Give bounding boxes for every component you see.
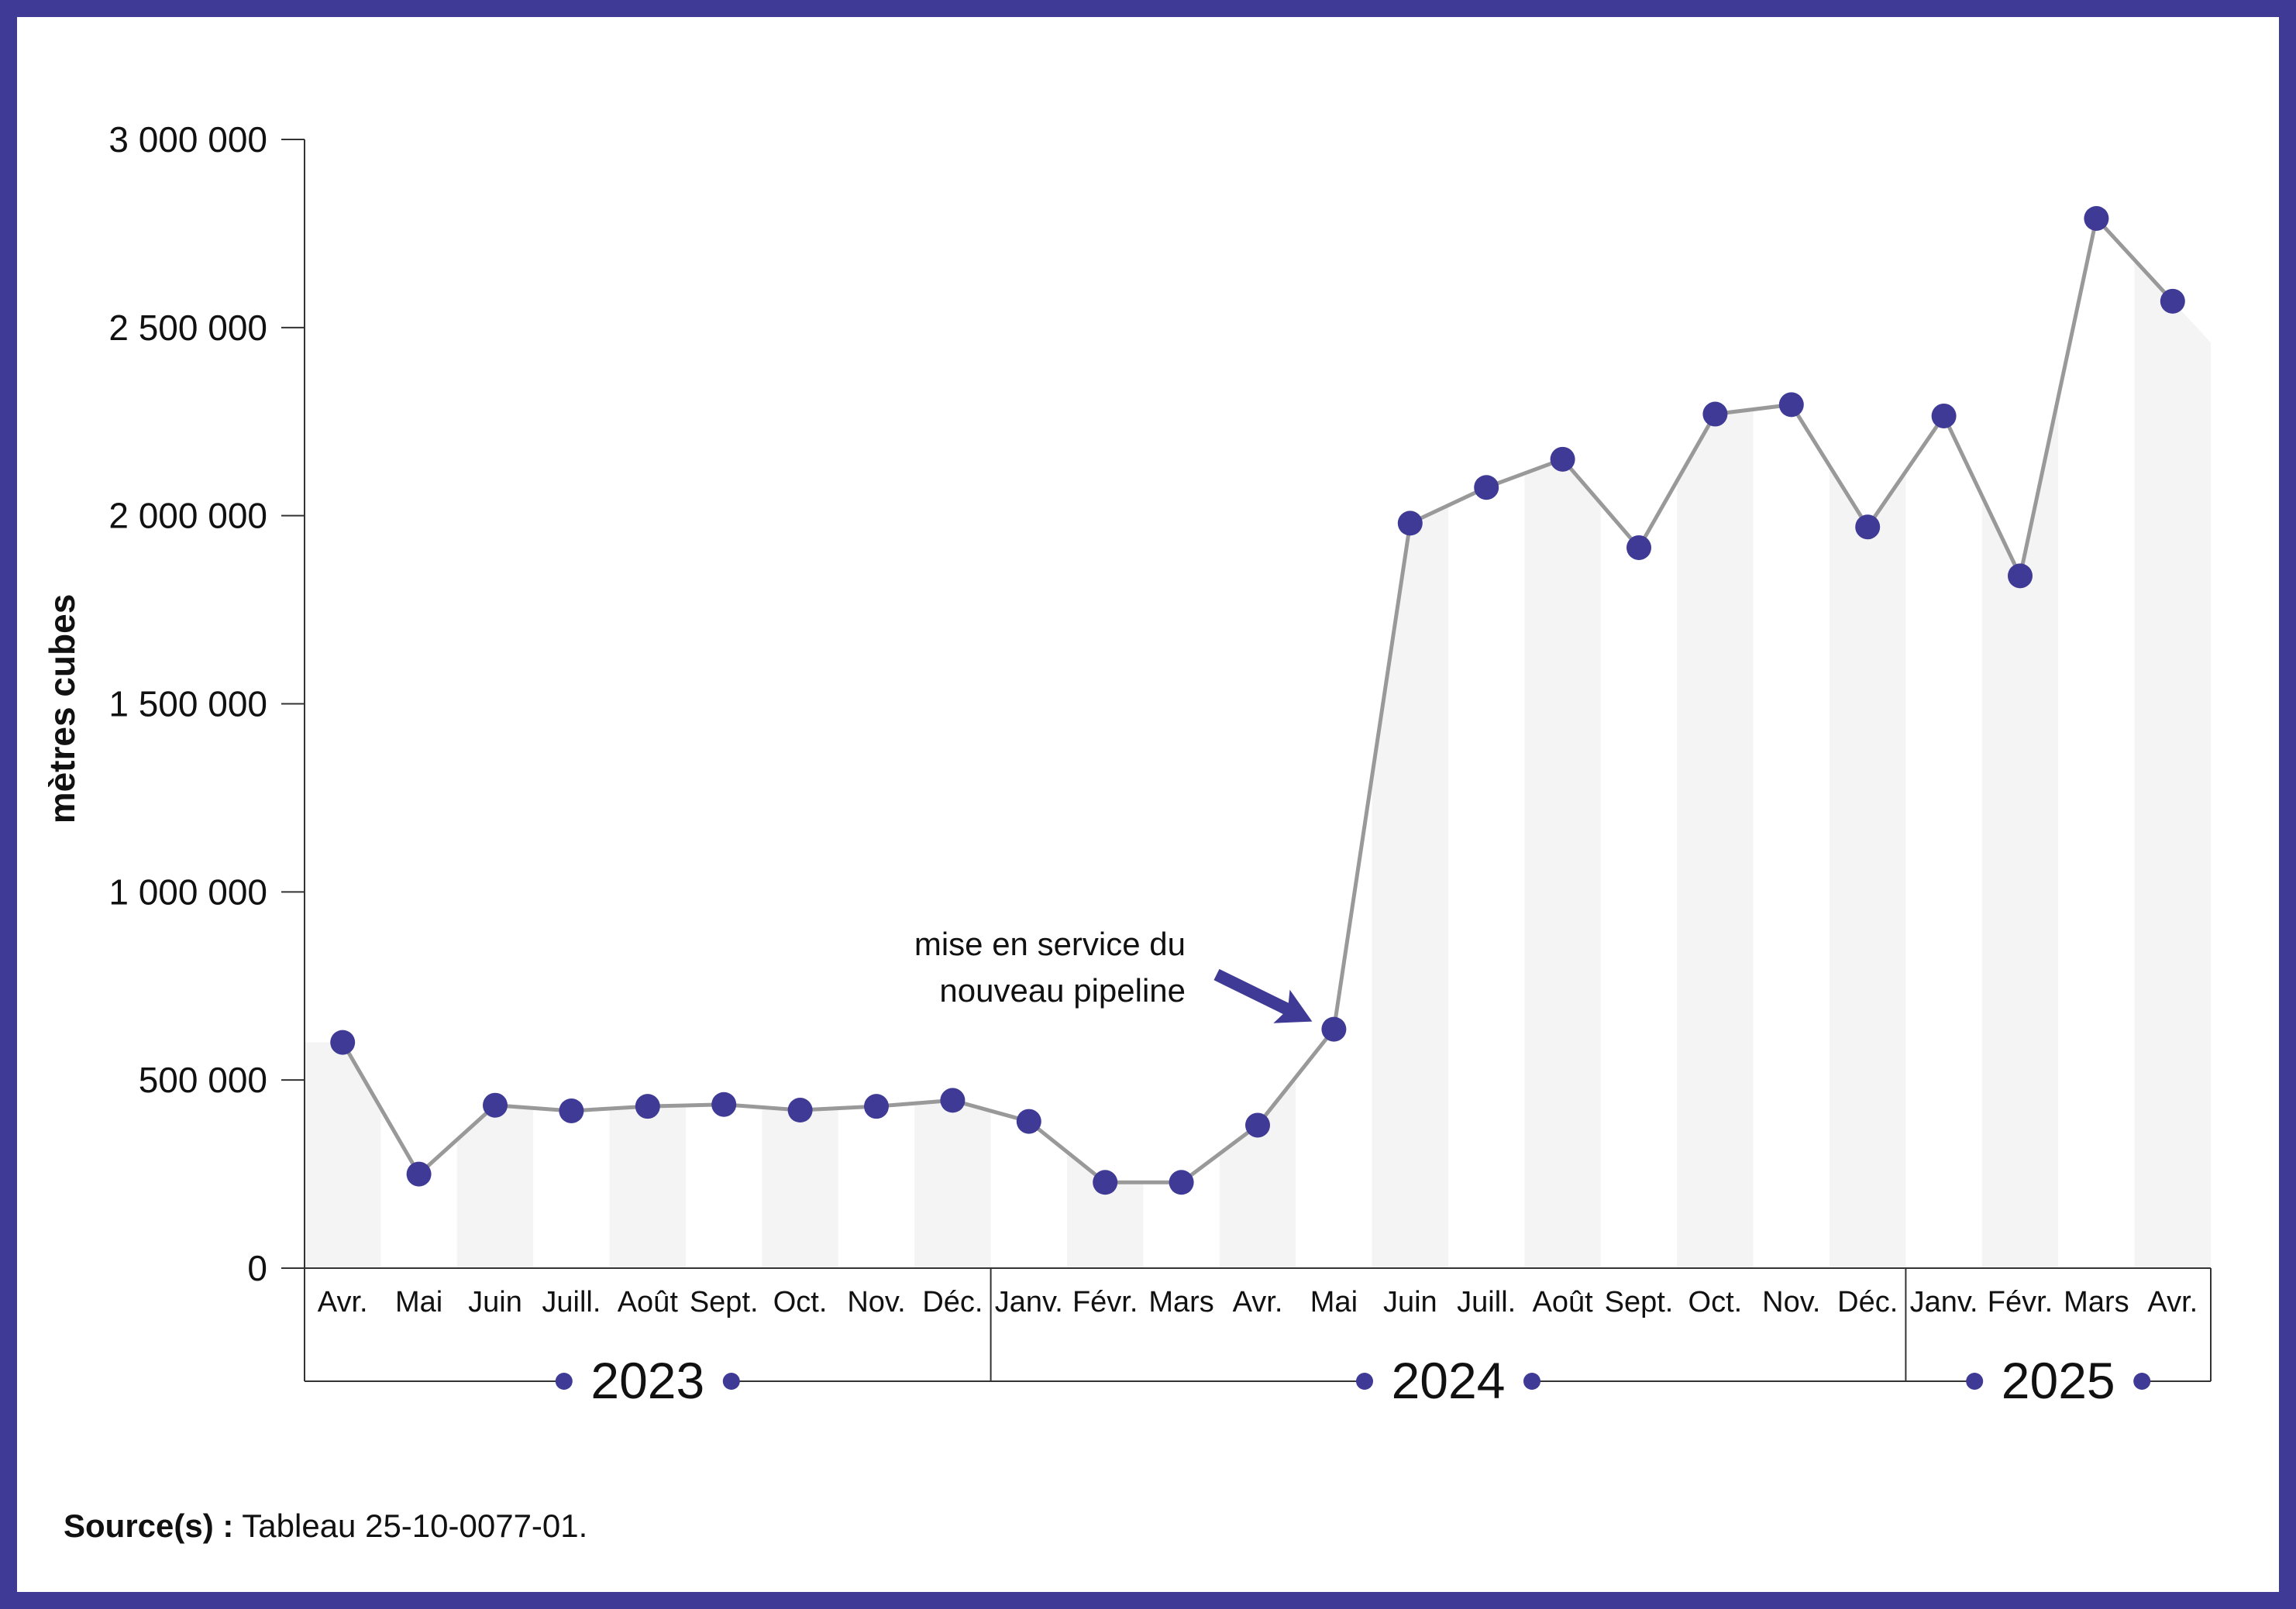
band-16 <box>1524 459 1601 1268</box>
band-24 <box>2134 260 2211 1268</box>
x-tick-label: Sept. <box>690 1286 759 1318</box>
data-point <box>1245 1112 1270 1138</box>
x-tick-label: Août <box>618 1286 679 1318</box>
data-point <box>1474 475 1499 500</box>
year-dot <box>1523 1373 1540 1390</box>
y-axis-label: mètres cubes <box>42 594 82 824</box>
data-point <box>2160 288 2185 314</box>
year-label: 2024 <box>1392 1352 1506 1409</box>
annotation-arrow <box>1213 968 1313 1023</box>
year-label: 2025 <box>2002 1352 2115 1409</box>
source-note: Source(s) : Tableau 25-10-0077-01. <box>64 1508 587 1545</box>
data-point <box>559 1098 584 1123</box>
y-tick-label: 1 000 000 <box>108 872 267 912</box>
x-tick-label: Oct. <box>773 1286 828 1318</box>
band-20 <box>1830 466 1906 1268</box>
year-dot <box>1966 1373 1984 1390</box>
data-point <box>406 1161 432 1187</box>
x-tick-label: Mai <box>1310 1286 1358 1318</box>
x-tick-label: Janv. <box>995 1286 1063 1318</box>
band-14 <box>1372 505 1448 1268</box>
data-point <box>1397 511 1423 536</box>
year-dot <box>2133 1373 2151 1390</box>
data-point <box>1855 514 1881 540</box>
year-dot <box>722 1373 740 1390</box>
year-dot <box>555 1373 573 1390</box>
data-point <box>711 1092 737 1117</box>
band-8 <box>914 1100 991 1268</box>
data-point <box>1778 392 1804 418</box>
x-tick-label: Mars <box>2064 1286 2129 1318</box>
x-axis-categories: Avr. Mai Juin Juill. Août Sept. Oct. Nov. Déc. Ja… <box>318 1286 2198 1318</box>
y-tick-label: 2 000 000 <box>108 496 267 536</box>
x-tick-label: Nov. <box>1762 1286 1820 1318</box>
band-12 <box>1219 1077 1296 1268</box>
y-tick-label: 3 000 000 <box>108 119 267 160</box>
data-point <box>330 1030 356 1055</box>
x-tick-label: Août <box>1533 1286 1594 1318</box>
data-point <box>1093 1170 1118 1195</box>
x-tick-label: Févr. <box>1988 1286 2053 1318</box>
data-point <box>635 1094 660 1119</box>
series-line <box>330 205 2185 1195</box>
band-2 <box>456 1105 534 1268</box>
x-tick-label: Avr. <box>2147 1286 2198 1318</box>
data-point <box>1321 1016 1347 1042</box>
x-tick-label: Oct. <box>1688 1286 1743 1318</box>
x-tick-label: Juill. <box>542 1286 601 1318</box>
data-point <box>1626 535 1651 560</box>
x-tick-label: Déc. <box>1837 1286 1898 1318</box>
data-point <box>2084 205 2109 231</box>
x-tick-label: Juin <box>468 1286 522 1318</box>
data-point <box>1016 1109 1041 1134</box>
data-point <box>787 1098 813 1123</box>
x-tick-label: Févr. <box>1072 1286 1138 1318</box>
year-groups: 2023 2024 2025 <box>304 1268 2212 1409</box>
data-point <box>1702 401 1728 427</box>
y-tick-label: 1 500 000 <box>108 684 267 724</box>
data-point <box>940 1088 966 1113</box>
data-point <box>1169 1170 1194 1195</box>
band-0 <box>305 1042 381 1268</box>
alternating-bands <box>305 260 2211 1268</box>
data-point <box>483 1092 508 1118</box>
x-tick-label: Avr. <box>318 1286 368 1318</box>
data-point <box>2008 563 2033 589</box>
x-tick-label: Mai <box>395 1286 442 1318</box>
band-10 <box>1067 1151 1144 1268</box>
x-tick-label: Mars <box>1148 1286 1213 1318</box>
x-tick-label: Janv. <box>1910 1286 1978 1318</box>
source-label: Source(s) : <box>64 1508 234 1544</box>
year-label-gap <box>558 1377 737 1386</box>
y-tick-label: 500 000 <box>139 1060 267 1100</box>
year-dot <box>1356 1373 1373 1390</box>
y-tick-label: 2 500 000 <box>108 308 267 348</box>
annotation-text: nouveau pipeline <box>939 972 1186 1009</box>
band-18 <box>1677 409 1754 1268</box>
x-tick-label: Sept. <box>1605 1286 1674 1318</box>
data-point <box>1550 446 1575 472</box>
y-tick-label: 0 <box>247 1248 267 1288</box>
x-tick-label: Juin <box>1383 1286 1437 1318</box>
x-tick-label: Juill. <box>1457 1286 1516 1318</box>
x-tick-label: Déc. <box>922 1286 983 1318</box>
y-axis-ticks: 0 500 000 1 000 000 1 500 000 2 000 000 2 500… <box>108 119 305 1288</box>
annotation-text: mise en service du <box>914 926 1186 962</box>
band-4 <box>609 1105 686 1268</box>
year-label-gap <box>1359 1377 1537 1386</box>
year-label-gap <box>1969 1377 2148 1386</box>
band-22 <box>1981 397 2059 1268</box>
year-label: 2023 <box>590 1352 704 1409</box>
data-point <box>1931 403 1957 428</box>
band-6 <box>762 1107 838 1268</box>
arrow-shape <box>1213 968 1313 1023</box>
x-tick-label: Avr. <box>1233 1286 1283 1318</box>
annotation: mise en service du nouveau pipeline <box>914 926 1313 1023</box>
x-tick-label: Nov. <box>847 1286 905 1318</box>
source-text: Tableau 25-10-0077-01. <box>242 1508 588 1544</box>
data-point <box>864 1094 889 1119</box>
